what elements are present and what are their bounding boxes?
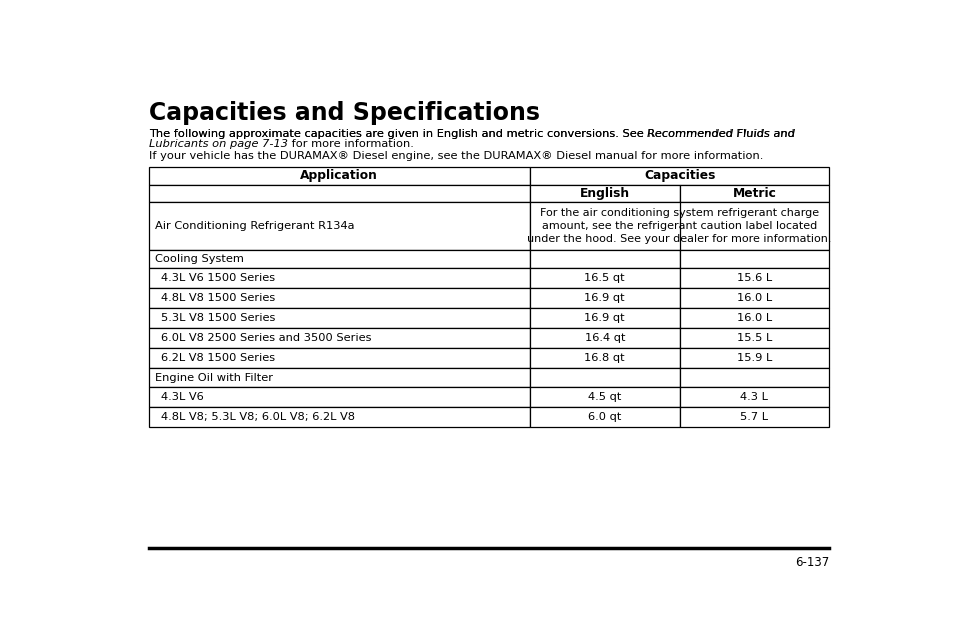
Bar	[149, 407, 530, 427]
Bar	[679, 329, 828, 348]
Bar	[530, 329, 679, 348]
Bar	[530, 269, 679, 288]
Text: 6-137: 6-137	[794, 556, 828, 568]
Text: The following approximate capacities are given in English and metric conversions: The following approximate capacities are…	[149, 129, 794, 139]
Bar	[679, 288, 828, 308]
Text: English: English	[579, 187, 629, 200]
Bar	[149, 288, 530, 308]
Bar	[149, 185, 530, 202]
Text: 4.5 qt: 4.5 qt	[587, 392, 620, 402]
Bar	[530, 348, 679, 368]
Text: For the air conditioning system refrigerant charge
amount, see the refrigerant c: For the air conditioning system refriger…	[527, 208, 831, 244]
Text: 15.6 L: 15.6 L	[736, 273, 771, 283]
Text: 5.7 L: 5.7 L	[740, 412, 767, 422]
Text: 16.5 qt: 16.5 qt	[584, 273, 624, 283]
Text: 4.3L V6 1500 Series: 4.3L V6 1500 Series	[161, 273, 274, 283]
Text: 4.3 L: 4.3 L	[740, 392, 767, 402]
Text: Application: Application	[300, 170, 378, 182]
Text: Capacities and Specifications: Capacities and Specifications	[149, 101, 539, 125]
Bar	[530, 167, 828, 185]
Text: Lubricants on page 7-13: Lubricants on page 7-13	[149, 139, 288, 149]
Bar	[530, 407, 679, 427]
Bar	[530, 368, 679, 387]
Bar	[530, 308, 679, 329]
Text: Engine Oil with Filter: Engine Oil with Filter	[154, 373, 273, 383]
Bar	[679, 185, 828, 202]
Text: If your vehicle has the DURAMAX® Diesel engine, see the DURAMAX® Diesel manual f: If your vehicle has the DURAMAX® Diesel …	[149, 151, 762, 161]
Bar	[530, 202, 828, 250]
Text: 5.3L V8 1500 Series: 5.3L V8 1500 Series	[161, 313, 275, 323]
Text: 4.8L V8 1500 Series: 4.8L V8 1500 Series	[161, 293, 275, 303]
Bar	[530, 387, 679, 407]
Text: for more information.: for more information.	[288, 139, 414, 149]
Text: 16.9 qt: 16.9 qt	[584, 313, 624, 323]
Text: The following approximate capacities are given in English and metric conversions: The following approximate capacities are…	[149, 129, 646, 139]
Bar	[149, 348, 530, 368]
Bar	[530, 250, 679, 269]
Bar	[679, 387, 828, 407]
Bar	[679, 250, 828, 269]
Text: Capacities: Capacities	[643, 170, 715, 182]
Bar	[679, 407, 828, 427]
Bar	[149, 250, 530, 269]
Bar	[679, 308, 828, 329]
Text: 4.3L V6: 4.3L V6	[161, 392, 204, 402]
Bar	[679, 368, 828, 387]
Text: 16.0 L: 16.0 L	[736, 293, 771, 303]
Bar	[530, 288, 679, 308]
Text: 16.9 qt: 16.9 qt	[584, 293, 624, 303]
Text: Cooling System: Cooling System	[154, 254, 244, 264]
Text: 6.2L V8 1500 Series: 6.2L V8 1500 Series	[161, 353, 274, 364]
Bar	[149, 269, 530, 288]
Bar	[149, 368, 530, 387]
Bar	[149, 387, 530, 407]
Bar	[679, 348, 828, 368]
Text: 16.8 qt: 16.8 qt	[584, 353, 624, 364]
Text: Metric: Metric	[732, 187, 776, 200]
Text: 16.0 L: 16.0 L	[736, 313, 771, 323]
Text: 6.0 qt: 6.0 qt	[587, 412, 620, 422]
Text: 15.9 L: 15.9 L	[736, 353, 771, 364]
Bar	[149, 329, 530, 348]
Text: Recommended Fluids and: Recommended Fluids and	[646, 129, 794, 139]
Text: 4.8L V8; 5.3L V8; 6.0L V8; 6.2L V8: 4.8L V8; 5.3L V8; 6.0L V8; 6.2L V8	[161, 412, 355, 422]
Bar	[149, 308, 530, 329]
Text: 15.5 L: 15.5 L	[736, 334, 771, 343]
Bar	[149, 167, 530, 185]
Bar	[530, 185, 679, 202]
Text: 6.0L V8 2500 Series and 3500 Series: 6.0L V8 2500 Series and 3500 Series	[161, 334, 372, 343]
Text: Air Conditioning Refrigerant R134a: Air Conditioning Refrigerant R134a	[154, 221, 354, 231]
Text: 16.4 qt: 16.4 qt	[584, 334, 624, 343]
Bar	[679, 269, 828, 288]
Bar	[149, 202, 530, 250]
